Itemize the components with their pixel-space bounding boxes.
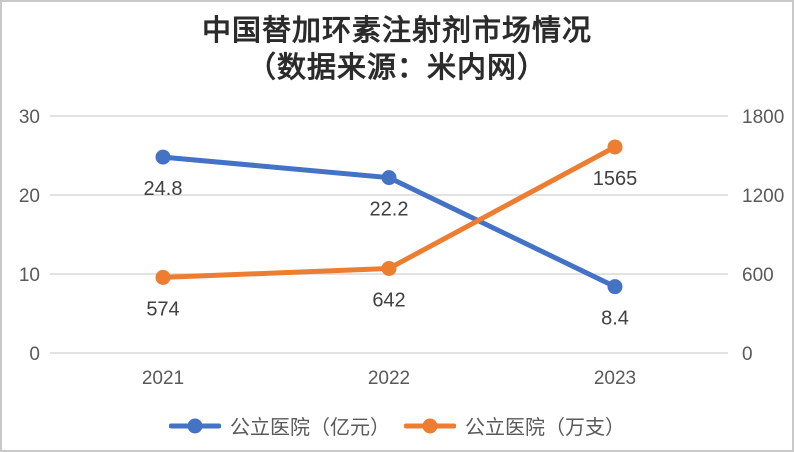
chart-title-line2: （数据来源：米内网） <box>246 50 547 84</box>
chart-title-line1: 中国替加环素注射剂市场情况 <box>201 13 592 47</box>
left-axis-tick-label: 20 <box>19 186 40 207</box>
chart-legend: 公立医院（亿元） 公立医院（万支） <box>2 411 792 440</box>
data-label: 1565 <box>593 168 638 190</box>
legend-item: 公立医院（亿元） <box>169 411 390 440</box>
data-label: 22.2 <box>370 199 409 221</box>
x-axis-tick-label: 2023 <box>594 368 636 389</box>
data-label: 24.8 <box>144 178 183 200</box>
data-point <box>381 170 397 186</box>
data-label: 574 <box>146 298 179 320</box>
data-label: 8.4 <box>601 308 629 330</box>
left-axis-tick-label: 30 <box>19 107 40 128</box>
legend-label: 公立医院（万支） <box>465 417 625 439</box>
left-axis-tick-label: 0 <box>29 344 40 365</box>
chart-title: 中国替加环素注射剂市场情况 （数据来源：米内网） <box>2 12 792 86</box>
legend-item: 公立医院（万支） <box>404 411 625 440</box>
left-axis-tick-label: 10 <box>19 265 40 286</box>
data-point <box>155 149 171 165</box>
data-label: 642 <box>372 289 405 311</box>
data-point <box>155 269 171 285</box>
x-axis-tick-label: 2022 <box>368 368 410 389</box>
legend-line-marker-icon <box>169 418 221 433</box>
right-axis-tick-label: 1800 <box>742 107 784 128</box>
right-axis-tick-label: 0 <box>742 344 753 365</box>
right-axis-tick-label: 600 <box>742 265 774 286</box>
data-point <box>381 260 397 276</box>
legend-line-marker-icon <box>404 418 456 433</box>
x-axis-tick-label: 2021 <box>142 368 184 389</box>
legend-label: 公立医院（亿元） <box>230 417 390 439</box>
data-point <box>607 139 623 155</box>
right-axis-tick-label: 1200 <box>742 186 784 207</box>
data-point <box>607 279 623 295</box>
